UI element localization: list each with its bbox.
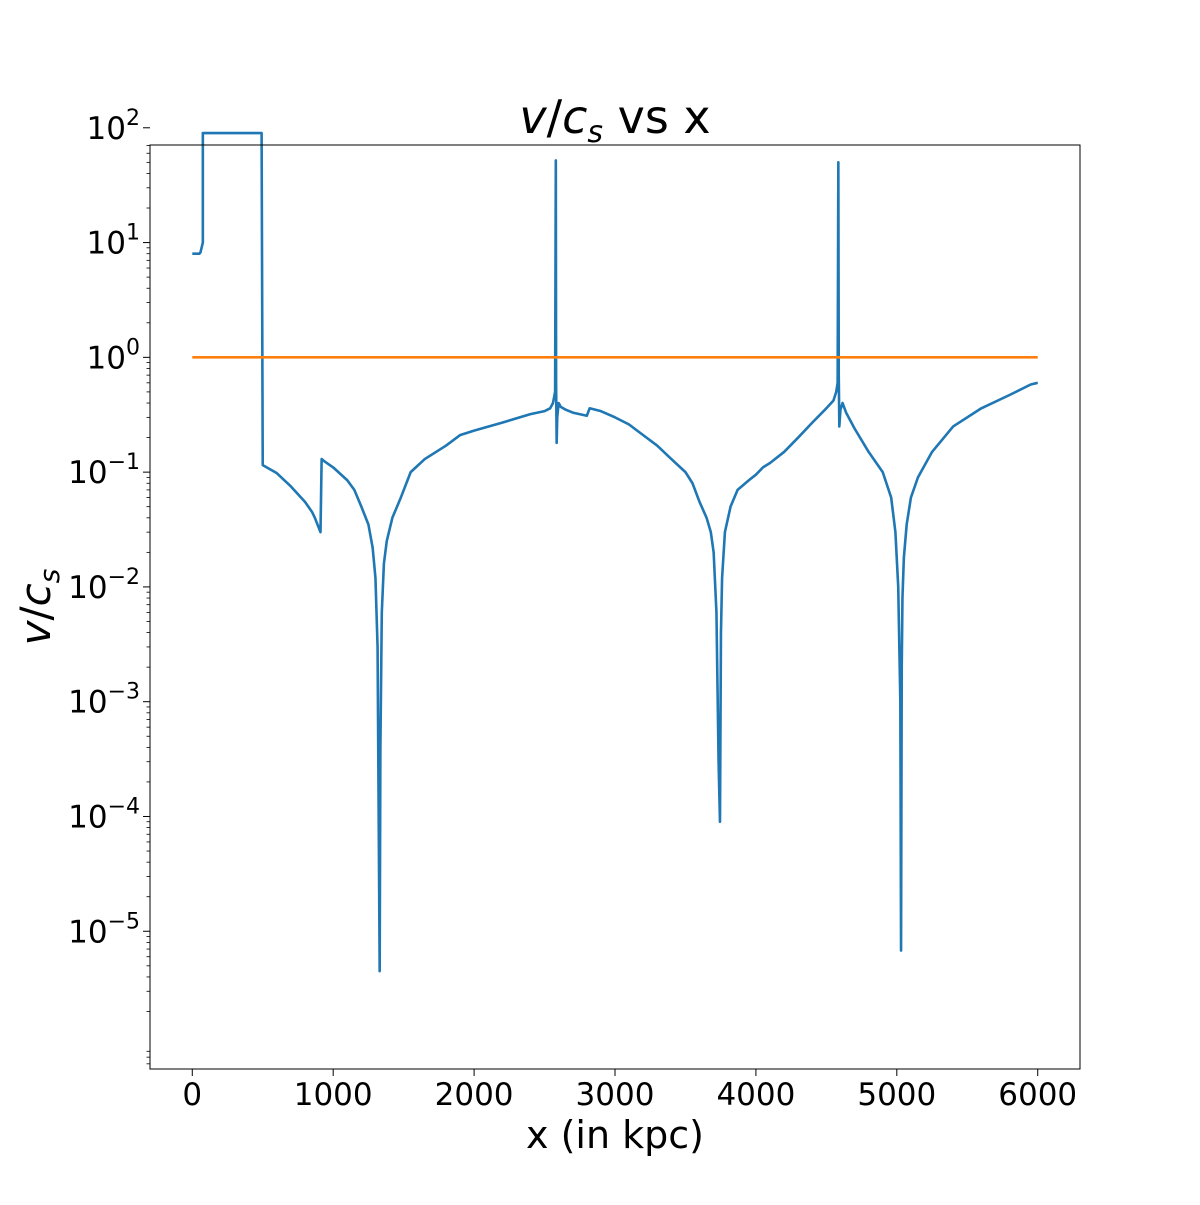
series-layer [192,131,1039,973]
y-tick-label: 10−3 [68,680,140,721]
y-tick-power: 0 [126,335,140,360]
y-tick-power: −1 [108,450,140,475]
ylabel-var-v: v [11,619,60,645]
y-tick-power: 2 [126,106,140,131]
x-tick-label: 0 [182,1077,202,1113]
y-tick-base: 10 [87,340,126,376]
y-tick-label: 10−4 [68,794,140,835]
series-line-velocity-ratio [192,131,1039,973]
y-tick-power: −2 [108,565,140,590]
y-tick-power: −4 [108,794,140,819]
x-tick-label: 2000 [435,1077,514,1113]
chart-title: v/cs vs x [519,90,710,150]
y-tick-base: 10 [87,111,126,147]
y-tick-label: 10−1 [68,450,140,491]
y-tick-label: 102 [87,106,140,147]
y-tick-power: −5 [108,909,140,934]
title-slash: / [547,90,563,144]
y-tick-power: −3 [108,680,140,705]
y-tick-label: 10−5 [68,909,140,950]
y-tick-base: 10 [68,914,107,950]
y-axis-label: v/cs [11,569,66,646]
y-tick-base: 10 [87,226,126,262]
x-tick-label: 6000 [998,1077,1077,1113]
x-tick-label: 4000 [716,1077,795,1113]
y-tick-label: 10−2 [68,565,140,606]
title-sub-s: s [587,115,603,150]
y-tick-label: 101 [87,221,140,262]
y-tick-label: 100 [87,335,140,376]
y-tick-base: 10 [68,799,107,835]
y-minor-ticks [146,145,150,1065]
x-tick-label: 3000 [576,1077,655,1113]
title-var-c: c [562,90,587,144]
ylabel-sub-s: s [33,569,66,584]
x-tick-label: 1000 [294,1077,373,1113]
x-axis-label: x (in kpc) [526,1113,704,1157]
ylabel-slash: / [11,605,60,620]
y-tick-base: 10 [68,455,107,491]
y-tick-base: 10 [68,685,107,721]
title-rest: vs x [603,90,711,144]
x-tick-label: 5000 [857,1077,936,1113]
ylabel-var-c: c [11,583,60,606]
x-axis-ticks: 0 1000 2000 3000 4000 5000 6000 [182,1069,1077,1113]
title-var-v: v [519,90,547,144]
y-tick-power: 1 [126,221,140,246]
plot-frame [149,144,1081,1070]
y-tick-base: 10 [68,570,107,606]
